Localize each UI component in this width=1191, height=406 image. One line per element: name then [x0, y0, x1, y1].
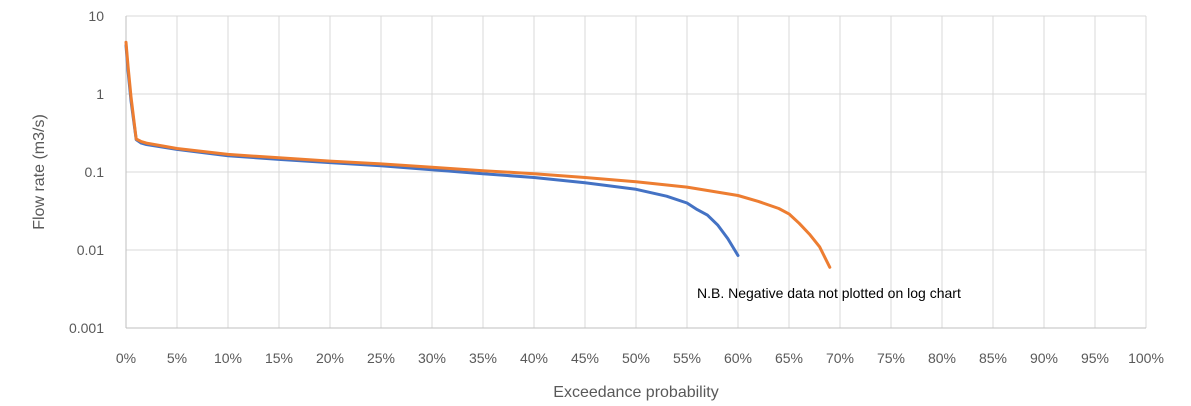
x-tick-label: 45%	[571, 350, 599, 366]
y-tick-label: 0.001	[69, 320, 104, 336]
x-tick-label: 100%	[1128, 350, 1164, 366]
x-tick-label: 60%	[724, 350, 752, 366]
tick-labels: 0% 5% 10% 15% 20% 25% 30% 35% 40% 45% 50% 55% 60% 65%…	[69, 8, 1164, 366]
x-tick-label: 85%	[979, 350, 1007, 366]
y-axis-title: Flow rate (m3/s)	[31, 114, 48, 230]
y-tick-label: 1	[96, 86, 104, 102]
x-tick-label: 10%	[214, 350, 242, 366]
x-tick-label: 25%	[367, 350, 395, 366]
x-tick-label: 90%	[1030, 350, 1058, 366]
x-tick-label: 20%	[316, 350, 344, 366]
x-tick-label: 0%	[116, 350, 136, 366]
y-tick-label: 10	[88, 8, 104, 24]
series-line-2	[124, 40, 832, 269]
x-tick-label: 75%	[877, 350, 905, 366]
axes	[125, 16, 1146, 329]
x-tick-label: 40%	[520, 350, 548, 366]
x-tick-label: 35%	[469, 350, 497, 366]
gridlines	[126, 15, 1147, 328]
x-tick-label: 80%	[928, 350, 956, 366]
chart-annotation: N.B. Negative data not plotted on log ch…	[697, 285, 961, 301]
x-tick-label: 65%	[775, 350, 803, 366]
x-tick-label: 70%	[826, 350, 854, 366]
x-axis-title: Exceedance probability	[553, 384, 718, 401]
x-tick-label: 30%	[418, 350, 446, 366]
x-tick-label: 95%	[1081, 350, 1109, 366]
x-tick-label: 15%	[265, 350, 293, 366]
x-tick-label: 5%	[167, 350, 187, 366]
y-tick-label: 0.01	[77, 242, 104, 258]
x-tick-label: 55%	[673, 350, 701, 366]
y-tick-label: 0.1	[85, 164, 105, 180]
series-lines	[124, 40, 832, 269]
x-tick-label: 50%	[622, 350, 650, 366]
